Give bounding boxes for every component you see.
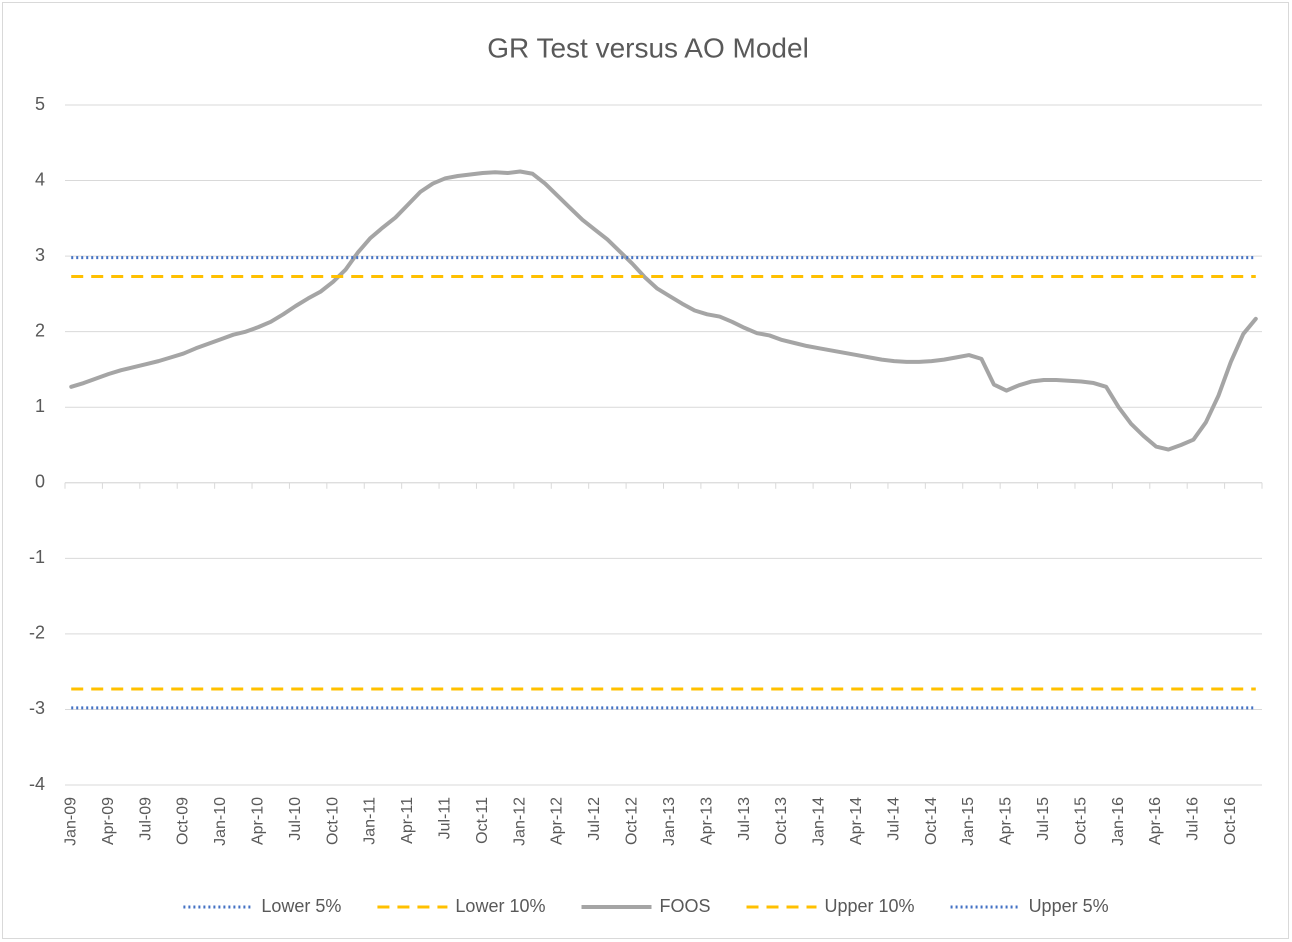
x-tick-label: Jan-13 — [661, 797, 678, 846]
x-tick-label: Jul-14 — [885, 797, 902, 841]
x-tick-label: Jan-12 — [511, 797, 528, 846]
x-tick-label: Jul-13 — [736, 797, 753, 841]
legend-label: Upper 10% — [825, 896, 915, 916]
x-tick-label: Apr-10 — [249, 797, 266, 845]
x-tick-label: Jul-15 — [1035, 797, 1052, 841]
y-tick-label: -2 — [29, 623, 45, 643]
y-tick-label: 4 — [35, 169, 45, 189]
x-tick-label: Apr-12 — [549, 797, 566, 845]
x-tick-label: Oct-12 — [624, 797, 641, 845]
y-tick-label: 2 — [35, 320, 45, 340]
y-tick-label: 0 — [35, 472, 45, 492]
x-tick-label: Jan-15 — [960, 797, 977, 846]
x-tick-label: Oct-15 — [1072, 797, 1089, 845]
x-tick-label: Jul-11 — [437, 797, 454, 839]
x-tick-label: Apr-16 — [1147, 797, 1164, 845]
x-tick-label: Oct-11 — [474, 797, 491, 844]
series-line — [69, 169, 1258, 452]
x-tick-label: Oct-09 — [175, 797, 192, 845]
legend: Lower 5% Lower 10% FOOS Upper 10% Upper 5% — [183, 896, 1109, 916]
chart-title: GR Test versus AO Model — [487, 32, 809, 63]
x-tick-label: Jan-16 — [1110, 797, 1127, 846]
x-tick-label: Oct-16 — [1222, 797, 1239, 845]
y-tick-label: 5 — [35, 94, 45, 114]
legend-label: Upper 5% — [1029, 896, 1109, 916]
x-tick-label: Jan-14 — [811, 797, 828, 846]
x-tick-label: Jan-10 — [212, 797, 229, 846]
y-tick-label: -3 — [29, 698, 45, 718]
x-tick-label: Jan-11 — [362, 797, 379, 845]
x-tick-label: Jul-16 — [1185, 797, 1202, 841]
y-tick-label: 3 — [35, 245, 45, 265]
x-tick-label: Apr-15 — [998, 797, 1015, 845]
x-tick-label: Apr-09 — [100, 797, 117, 845]
legend-label: Lower 10% — [455, 896, 545, 916]
y-tick-label: -4 — [29, 774, 45, 794]
y-tick-label: -1 — [29, 547, 45, 567]
x-tick-label: Jul-09 — [137, 797, 154, 841]
x-tick-label: Oct-10 — [324, 797, 341, 845]
x-tick-label: Apr-13 — [698, 797, 715, 845]
x-tick-label: Apr-11 — [399, 797, 416, 844]
x-tick-label: Jul-12 — [586, 797, 603, 841]
x-tick-label: Oct-14 — [923, 797, 940, 845]
x-tick-label: Oct-13 — [773, 797, 790, 845]
x-tick-label: Apr-14 — [848, 797, 865, 845]
x-tick-label: Jul-10 — [287, 797, 304, 841]
x-tick-label: Jan-09 — [62, 797, 79, 846]
legend-label: Lower 5% — [261, 896, 341, 916]
y-tick-label: 1 — [35, 396, 45, 416]
legend-label: FOOS — [659, 896, 710, 916]
